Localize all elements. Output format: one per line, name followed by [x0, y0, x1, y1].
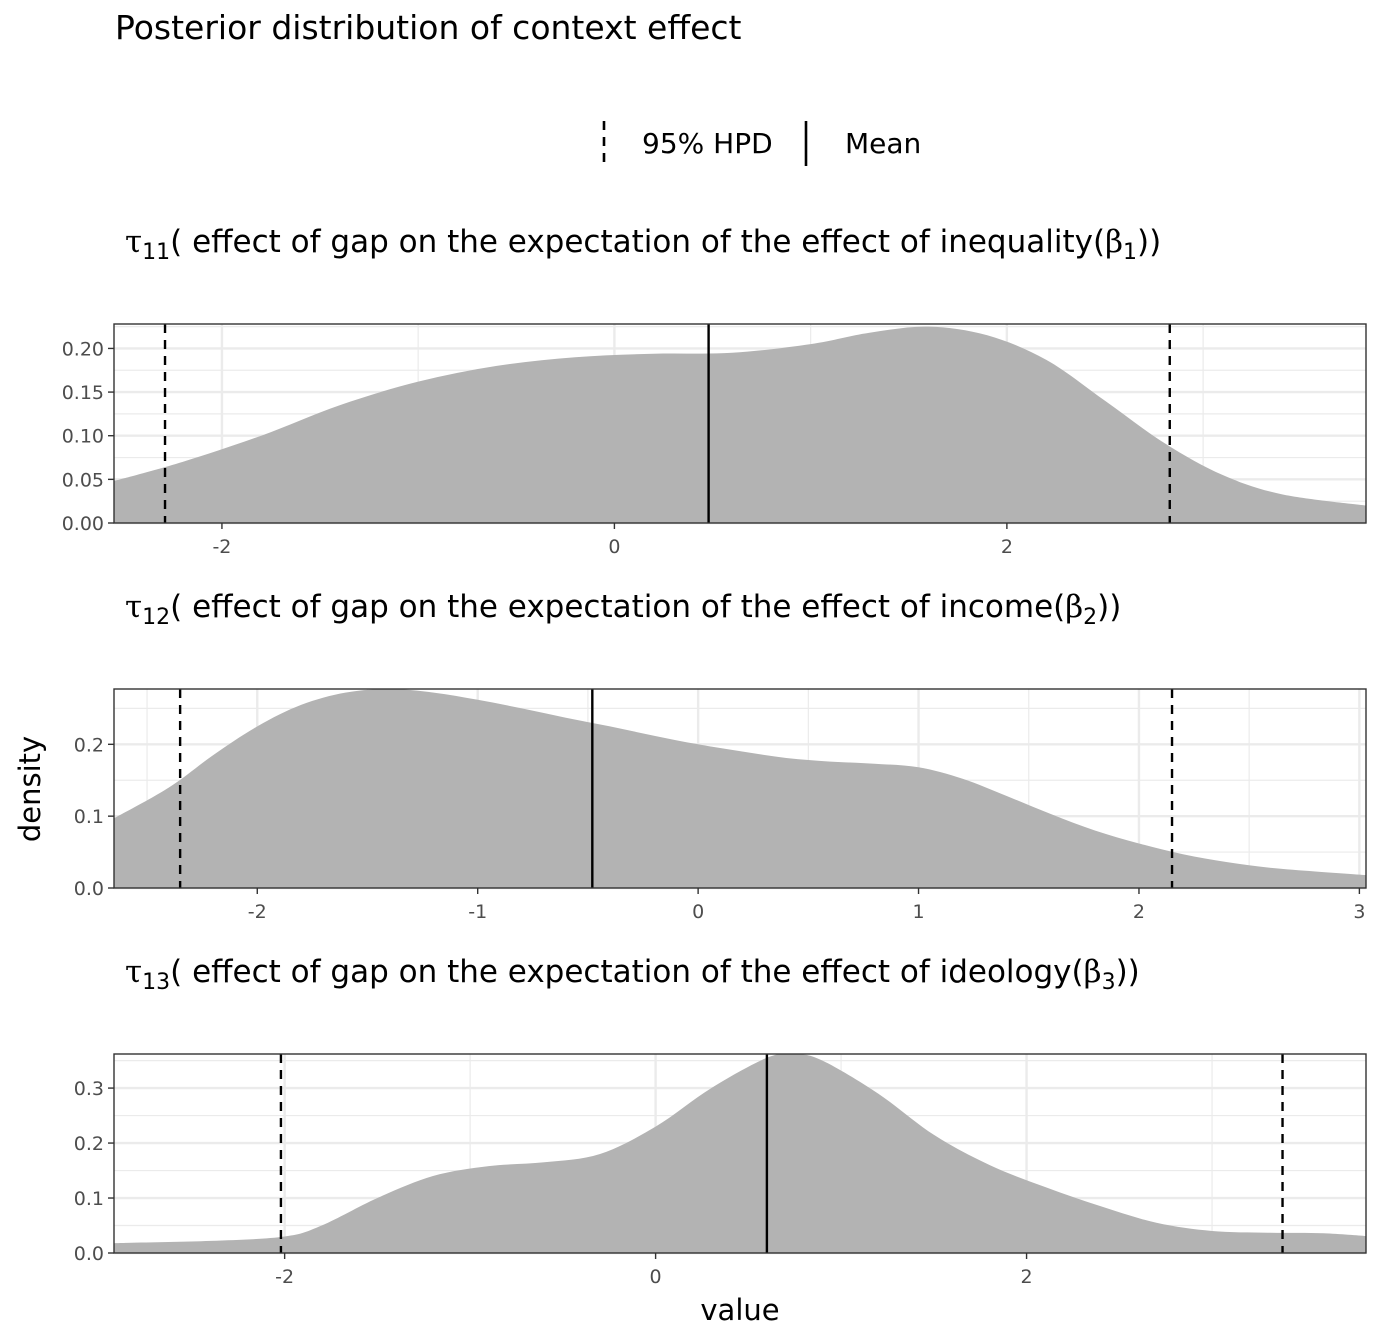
tau-subscript: 12 — [142, 605, 170, 630]
beta-subscript: 3 — [1102, 970, 1116, 995]
y-tick-label: 0.2 — [74, 734, 104, 756]
density-area — [114, 689, 1366, 888]
panel-2: 0.0 0.1 0.2 -2 -1 0 1 2 3 — [74, 688, 1367, 923]
chart-title: Posterior distribution of context effect — [115, 8, 742, 47]
y-tick-label: 0.2 — [74, 1133, 104, 1155]
panel-title-close: )) — [1116, 954, 1140, 990]
beta-subscript: 2 — [1083, 605, 1097, 630]
panel-border — [113, 323, 1367, 524]
panel-title-close: )) — [1097, 589, 1121, 625]
tau-symbol: τ — [125, 224, 142, 260]
x-tick-label: 1 — [912, 901, 924, 923]
panel-1-title: τ11( effect of gap on the expectation of… — [125, 224, 1161, 265]
beta-subscript: 1 — [1123, 240, 1137, 265]
x-tick-label: 0 — [608, 536, 620, 558]
legend-mean-label: Mean — [845, 127, 921, 160]
x-tick-label: -2 — [248, 901, 267, 923]
panel-title-text: ( effect of gap on the expectation of th… — [170, 224, 1105, 260]
legend-hpd-label: 95% HPD — [642, 127, 773, 160]
y-axis-label: density — [13, 736, 47, 842]
y-tick-label: 0.05 — [62, 469, 104, 491]
panel-border — [113, 688, 1367, 889]
beta-symbol: β — [1084, 954, 1102, 990]
tau-subscript: 11 — [142, 240, 170, 265]
y-tick-label: 0.15 — [62, 382, 104, 404]
y-tick-label: 0.0 — [74, 1243, 104, 1265]
x-tick-label: -1 — [468, 901, 487, 923]
panel-border — [113, 1053, 1367, 1254]
beta-symbol: β — [1065, 589, 1083, 625]
y-tick-label: 0.20 — [62, 338, 104, 360]
panel-3-title: τ13( effect of gap on the expectation of… — [125, 954, 1140, 995]
y-tick-label: 0.0 — [74, 878, 104, 900]
y-tick-label: 0.1 — [74, 806, 104, 828]
y-tick-label: 0.3 — [74, 1078, 104, 1100]
tau-subscript: 13 — [142, 970, 170, 995]
legend: 95% HPD Mean — [602, 121, 921, 166]
panel-3: 0.0 0.1 0.2 0.3 -2 0 2 — [74, 1053, 1367, 1288]
x-tick-label: 2 — [1133, 901, 1145, 923]
x-tick-label: 2 — [1021, 1266, 1033, 1288]
panel-2-title: τ12( effect of gap on the expectation of… — [125, 589, 1121, 630]
density-area — [114, 326, 1366, 523]
panel-title-text: ( effect of gap on the expectation of th… — [170, 589, 1065, 625]
plot-panels: 0.000.050.100.150.20-2 0 20.00.10.2-2 -1 0 1 2… — [62, 323, 1367, 1288]
panel-title-text: ( effect of gap on the expectation of th… — [170, 954, 1083, 990]
x-axis-label: value — [700, 1293, 779, 1327]
x-tick-label: 0 — [692, 901, 704, 923]
x-tick-label: 3 — [1353, 901, 1365, 923]
tau-symbol: τ — [125, 954, 142, 990]
beta-symbol: β — [1105, 224, 1123, 260]
density-area — [114, 1054, 1366, 1253]
x-tick-label: 0 — [650, 1266, 662, 1288]
x-tick-label: -2 — [275, 1266, 294, 1288]
y-tick-label: 0.1 — [74, 1188, 104, 1210]
y-tick-label: 0.10 — [62, 426, 104, 448]
panel-1: 0.00 0.05 0.10 0.15 0.20 -2 0 2 — [62, 323, 1367, 558]
x-tick-label: 2 — [1001, 536, 1013, 558]
panel-title-close: )) — [1137, 224, 1161, 260]
x-tick-label: -2 — [212, 536, 231, 558]
y-tick-label: 0.00 — [62, 513, 104, 535]
tau-symbol: τ — [125, 589, 142, 625]
